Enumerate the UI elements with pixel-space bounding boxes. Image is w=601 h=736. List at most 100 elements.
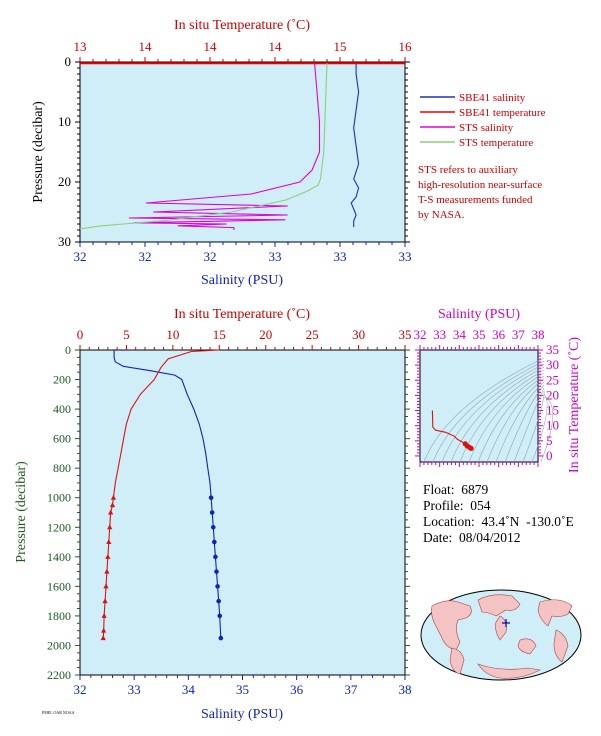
legend-label: SBE41 salinity [459, 92, 526, 104]
data-point [101, 627, 107, 633]
top-tick-label: 10 [166, 327, 179, 342]
legend: SBE41 salinity SBE41 temperature STS sal… [420, 92, 546, 149]
data-point [102, 598, 108, 604]
x-tick-label: 37 [344, 682, 358, 697]
series-line [102, 349, 220, 639]
density-contour [531, 393, 548, 463]
x-tick-label: 33 [128, 682, 141, 697]
ts-right-tick-label: 35 [546, 342, 559, 357]
density-contour [477, 375, 545, 463]
y-tick-label: 10 [58, 114, 71, 129]
top-tick-label: 16 [399, 39, 413, 54]
y-axis-label-1: Pressure (decibar) [31, 101, 46, 203]
x-tick-label: 33 [399, 249, 412, 264]
data-point [101, 612, 107, 618]
ts-right-tick-label: 15 [546, 403, 559, 418]
data-point [108, 509, 114, 515]
ts-right-tick-label: 10 [546, 418, 559, 433]
data-point [213, 554, 218, 560]
float-location-marker [502, 619, 510, 627]
plot-area-bottom [79, 349, 406, 676]
x-tick-label: 33 [269, 249, 282, 264]
ts-top-tick-label: 35 [473, 327, 486, 342]
density-contour [432, 360, 545, 463]
top-tick-label: 20 [259, 327, 272, 342]
float-id: Float: 6879 [423, 482, 489, 497]
ts-top-tick-label: 36 [492, 327, 506, 342]
y-tick-label: 1200 [47, 520, 71, 534]
bottom-axis-label-1: Salinity (PSU) [201, 273, 283, 288]
top-tick-label: 13 [74, 39, 87, 54]
data-point [107, 524, 113, 530]
density-contour [495, 381, 545, 463]
y-tick-label: 400 [53, 402, 71, 416]
x-tick-label: 38 [399, 682, 412, 697]
top-axis-label-2: In situ Temperature (˚C) [174, 307, 310, 322]
legend-label: STS salinity [459, 122, 514, 134]
sts-note: STS refers to auxiliary high-resolution … [418, 163, 542, 223]
x-tick-label: 32 [204, 249, 217, 264]
x-tick-label: 32 [74, 249, 87, 264]
plot-area-ts [419, 349, 539, 463]
series-line [79, 63, 328, 230]
ts-top-tick-label: 38 [532, 327, 545, 342]
y-tick-label: 600 [53, 432, 71, 446]
y-axis-label-2: Pressure (decibar) [14, 461, 29, 563]
x-tick-label: 32 [74, 682, 87, 697]
y-tick-label: 0 [65, 54, 72, 69]
data-point [214, 569, 219, 574]
world-map [420, 589, 582, 681]
y-tick-label: 20 [58, 174, 71, 189]
data-point [216, 598, 221, 604]
density-contour [540, 396, 554, 463]
data-point [215, 584, 220, 589]
legend-item-sts-temperature: STS temperature [420, 137, 533, 149]
density-contour [441, 363, 545, 463]
map-land [431, 594, 573, 679]
series-line [113, 350, 222, 639]
y-tick-label: 1800 [47, 609, 71, 623]
ts-top-tick-label: 37 [512, 327, 526, 342]
data-point [103, 583, 109, 589]
ts-point [468, 445, 474, 451]
series-line [350, 63, 360, 227]
top-tick-label: 35 [399, 327, 412, 342]
data-point [109, 502, 116, 508]
footer-credit: PMEL OAR NOAA [42, 710, 75, 715]
top-tick-label: 5 [123, 327, 130, 342]
top-tick-label: 14 [269, 39, 283, 54]
ts-right-tick-label: 30 [546, 357, 559, 372]
ts-right-tick-label: 0 [546, 448, 553, 463]
ts-right-axis-label: In situ Temperature (˚C) [567, 337, 582, 473]
density-contour [486, 378, 545, 463]
ts-top-axis-label: Salinity (PSU) [438, 307, 520, 322]
series-line [128, 63, 321, 230]
ts-right-tick-label: 20 [546, 387, 559, 402]
y-tick-label: 200 [53, 373, 71, 387]
date: Date: 08/04/2012 [423, 530, 521, 545]
ts-top-tick-label: 34 [453, 327, 467, 342]
panel-near-surface: 32 32 32 33 33 33 13 14 14 14 15 16 0 10 20 30 In situ … [31, 18, 412, 288]
x-tick-label: 35 [236, 682, 249, 697]
top-tick-label: 14 [139, 39, 153, 54]
top-axis-label-1: In situ Temperature (˚C) [174, 18, 310, 33]
data-point [217, 613, 223, 619]
data-point [208, 495, 214, 501]
legend-item-sts-salinity: STS salinity [420, 122, 514, 134]
legend-item-sbe41-temperature: SBE41 temperature [420, 107, 546, 119]
location: Location: 43.4˚N -130.0˚E [423, 514, 574, 529]
legend-label: SBE41 temperature [459, 107, 546, 119]
note-line: T-S measurements funded [418, 194, 533, 206]
y-tick-label: 1000 [47, 491, 71, 505]
top-tick-label: 0 [77, 327, 84, 342]
y-tick-label: 1400 [47, 550, 71, 564]
legend-item-sbe41-salinity: SBE41 salinity [420, 92, 526, 104]
ts-top-tick-label: 32 [414, 327, 427, 342]
data-point [218, 635, 224, 641]
ts-right-tick-label: 25 [546, 372, 559, 387]
note-line: high-resolution near-surface [418, 179, 543, 191]
data-point [106, 539, 112, 545]
density-contour [450, 366, 545, 463]
